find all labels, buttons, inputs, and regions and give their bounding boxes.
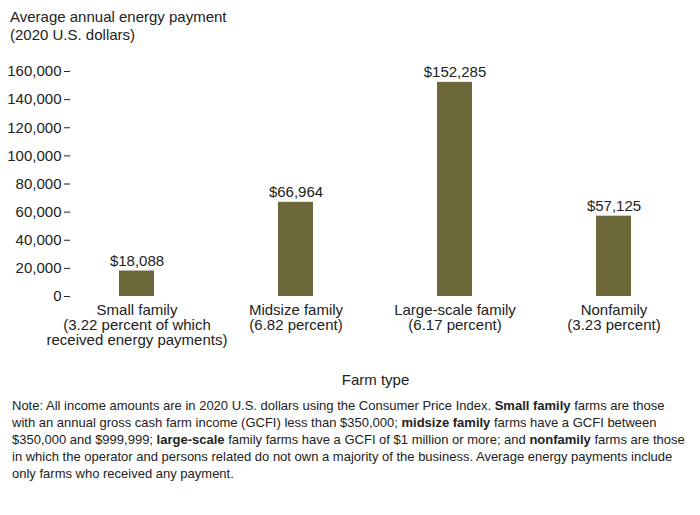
svg-text:20,000: 20,000 — [16, 259, 62, 276]
svg-text:Midsize family(6.82 percent): Midsize family(6.82 percent) — [249, 301, 344, 333]
svg-text:$66,964: $66,964 — [269, 183, 323, 200]
svg-text:160,000: 160,000 — [7, 62, 61, 79]
svg-text:$57,125: $57,125 — [587, 197, 641, 214]
svg-text:120,000: 120,000 — [7, 119, 61, 136]
svg-text:Nonfamily(3.23 percent): Nonfamily(3.23 percent) — [567, 301, 660, 333]
svg-text:Small family(3.22 percent of w: Small family(3.22 percent of whichreceiv… — [47, 301, 228, 348]
svg-text:80,000: 80,000 — [16, 175, 62, 192]
svg-text:Farm type: Farm type — [342, 371, 410, 388]
svg-text:$152,285: $152,285 — [424, 63, 487, 80]
svg-text:$18,088: $18,088 — [110, 252, 164, 269]
svg-text:Large-scale family(6.17 percen: Large-scale family(6.17 percent) — [394, 301, 516, 333]
svg-text:40,000: 40,000 — [16, 231, 62, 248]
svg-text:0: 0 — [53, 287, 61, 304]
svg-text:140,000: 140,000 — [7, 90, 61, 107]
html-text:Note: All income amounts are i: Note: All income amounts are in 2020 U.S… — [12, 398, 685, 481]
svg-text:60,000: 60,000 — [16, 203, 62, 220]
svg-text:100,000: 100,000 — [7, 147, 61, 164]
html-text:Average annual energy payment: Average annual energy payment (2020 U.S.… — [10, 8, 227, 43]
